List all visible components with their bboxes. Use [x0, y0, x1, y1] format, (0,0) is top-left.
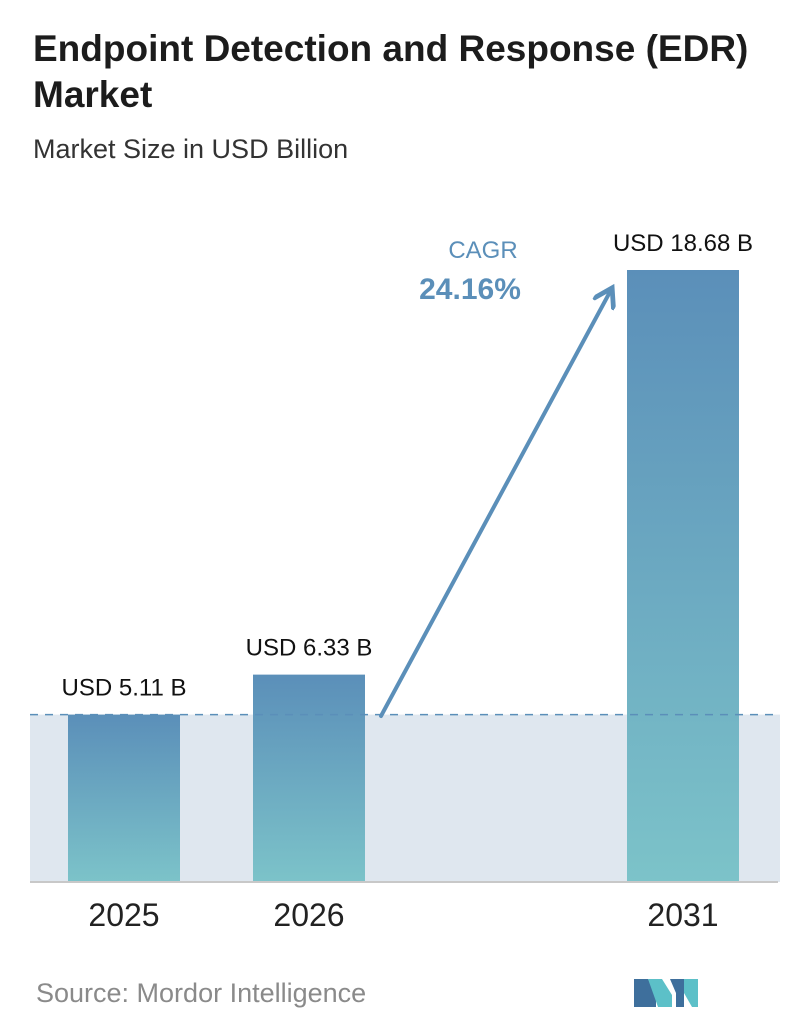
source-note: Source: Mordor Intelligence	[36, 978, 367, 1008]
cagr-value: 24.16%	[419, 273, 521, 306]
bar-2026	[253, 674, 365, 882]
bar-2025	[68, 714, 180, 882]
chart-title: Endpoint Detection and Response (EDR) Ma…	[33, 28, 749, 115]
bar-2031	[627, 270, 739, 882]
value-label-2025: USD 5.11 B	[62, 675, 187, 702]
x-tick-labels: 2025 2026 2031	[88, 897, 718, 933]
bar-chart: USD 5.11 B USD 6.33 B USD 18.68 B 2025 2026…	[30, 230, 780, 933]
value-label-2031: USD 18.68 B	[613, 230, 753, 257]
cagr-label: CAGR	[448, 237, 517, 264]
tick-label-2026: 2026	[273, 897, 344, 933]
tick-label-2031: 2031	[647, 897, 718, 933]
value-label-2026: USD 6.33 B	[246, 635, 373, 662]
tick-label-2025: 2025	[88, 897, 159, 933]
value-labels: USD 5.11 B USD 6.33 B USD 18.68 B	[62, 230, 754, 702]
cagr-arrow	[379, 290, 611, 718]
bars	[68, 270, 739, 882]
chart-subtitle: Market Size in USD Billion	[33, 134, 349, 164]
mordor-intelligence-logo-icon	[634, 979, 698, 1007]
